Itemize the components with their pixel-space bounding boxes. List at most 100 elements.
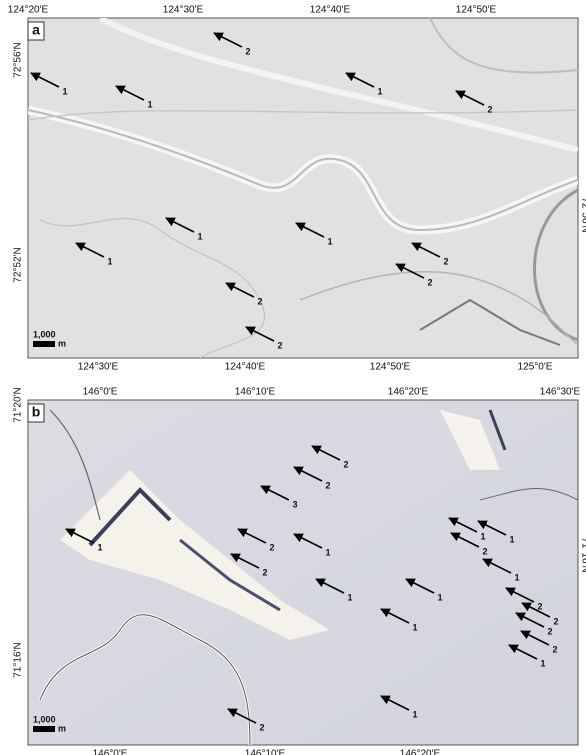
arrow-label: 3 [292,499,297,509]
arrow [405,578,435,594]
arrow [237,528,267,544]
arrow-label: 2 [257,296,262,306]
scale-bar [33,341,55,347]
arrow-label: 1 [377,86,382,96]
arrow-label: 2 [443,256,448,266]
arrow [65,528,95,544]
longitude-label: 124°30'E [163,5,204,16]
longitude-label: 124°40'E [310,5,351,16]
arrow-label: 2 [553,616,558,626]
arrow [245,326,275,342]
longitude-label: 146°10'E [245,749,286,755]
arrow-label: 2 [262,567,267,577]
arrow-label: 2 [245,46,250,56]
scale-unit: m [58,338,66,348]
arrow-label: 2 [537,601,542,611]
arrow [30,72,60,88]
longitude-label: 124°30'E [78,362,119,373]
arrow [225,282,255,298]
arrow [508,644,538,660]
panel-letter: a [32,22,40,38]
arrow-label: 2 [343,459,348,469]
arrow-label: 2 [259,722,264,732]
arrow [505,587,535,603]
arrow [411,242,441,258]
longitude-label: 125°0'E [518,362,553,373]
latitude-label: 72°56'N [579,197,586,232]
arrow-label: 2 [482,546,487,556]
arrow [521,602,551,618]
arrow-label: 1 [327,236,332,246]
arrow [520,630,550,646]
map-frame [27,17,579,359]
arrow-label: 1 [347,592,352,602]
map-b [27,399,579,746]
map-a [27,17,579,359]
panel-letter: b [32,404,41,420]
arrow-label: 1 [107,256,112,266]
arrow [115,85,145,101]
longitude-label: 146°20'E [400,749,441,755]
arrow [345,72,375,88]
arrow [315,578,345,594]
arrow [75,242,105,258]
arrow [450,532,480,548]
longitude-label: 124°50'E [370,362,411,373]
arrow [455,90,485,106]
terrain [28,18,578,358]
arrow-label: 1 [62,86,67,96]
map-frame [27,399,579,746]
arrow [515,612,545,628]
arrow-label: 1 [480,531,485,541]
arrow-label: 2 [552,644,557,654]
arrow [380,608,410,624]
arrow-label: 1 [540,658,545,668]
latitude-label: 72°52'N [13,247,24,282]
longitude-label: 146°30'E [540,387,581,398]
scale-bar [33,726,55,732]
panel-letter-box [27,21,45,41]
arrow-label: 1 [412,622,417,632]
arrow [230,553,260,569]
longitude-label: 146°0'E [83,387,118,398]
arrow-label: 2 [487,104,492,114]
arrow-label: 1 [437,592,442,602]
arrow [380,695,410,711]
arrow [213,32,243,48]
arrow-label: 1 [509,534,514,544]
arrow [293,533,323,549]
scale-value: 1,000 [33,329,56,339]
arrow-label: 1 [197,231,202,241]
arrow [293,466,323,482]
arrow-label: 2 [547,626,552,636]
panel-letter-box [27,403,45,423]
terrain [38,409,578,745]
arrow-label: 1 [97,542,102,552]
arrow-label: 1 [325,547,330,557]
arrow-label: 1 [147,99,152,109]
longitude-label: 124°20'E [8,5,49,16]
arrow-label: 2 [269,542,274,552]
arrow [395,263,425,279]
latitude-label: 71°16'N [13,642,24,677]
arrow [448,517,478,533]
arrow [482,558,512,574]
arrow [227,708,257,724]
arrow [165,217,195,233]
longitude-label: 146°20'E [388,387,429,398]
scale-value: 1,000 [33,714,56,724]
arrow [295,222,325,238]
arrow [260,485,290,501]
longitude-label: 146°0'E [93,749,128,755]
arrow-label: 2 [277,340,282,350]
longitude-label: 124°50'E [456,5,497,16]
latitude-label: 72°56'N [13,42,24,77]
scale-unit: m [58,723,66,733]
arrow-label: 1 [412,709,417,719]
arrow [311,445,341,461]
arrow-label: 1 [514,572,519,582]
latitude-label: 71°20'N [13,387,24,422]
latitude-label: 71°16'N [579,537,586,572]
arrow [477,520,507,536]
